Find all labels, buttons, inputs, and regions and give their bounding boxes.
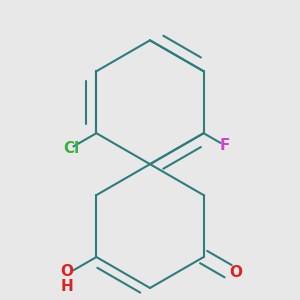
Text: O: O	[229, 266, 242, 280]
Text: H: H	[60, 279, 73, 294]
Text: F: F	[220, 138, 230, 153]
Text: O: O	[60, 264, 73, 279]
Text: Cl: Cl	[64, 141, 80, 156]
